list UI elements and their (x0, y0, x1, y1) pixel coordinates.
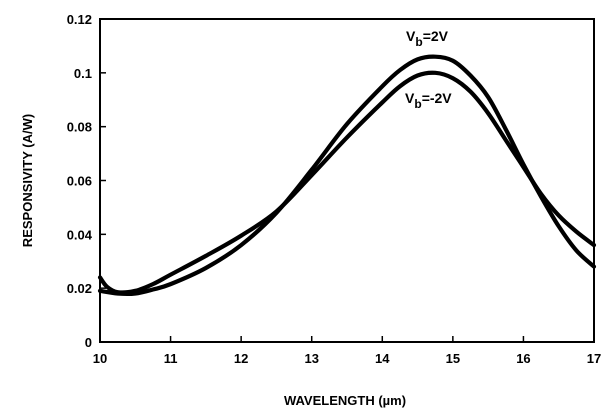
series-curve-vb-2v (97, 54, 597, 297)
plot-area-border (99, 18, 595, 343)
y-tick-label: 0.08 (67, 120, 92, 135)
x-tick-label: 15 (446, 351, 460, 366)
series-label-main: V (406, 28, 416, 44)
series-label-main: V (405, 90, 415, 106)
x-tick-label: 12 (234, 351, 248, 366)
series-curves (97, 54, 597, 297)
series-label-rest: =2V (423, 28, 449, 44)
y-tick-label: 0 (85, 335, 92, 350)
y-axis-ticks: 0 0.02 0.04 0.06 0.08 0.1 0.12 (67, 12, 106, 350)
series-curve-vb-minus-2v (97, 70, 597, 295)
series-label-vb-minus-2v: Vb=-2V (405, 90, 452, 111)
x-axis-ticks: 10 11 12 13 14 15 16 17 (93, 336, 601, 366)
x-tick-label: 13 (304, 351, 318, 366)
series-label-vb-2v: Vb=2V (406, 28, 449, 49)
y-tick-label: 0.02 (67, 281, 92, 296)
x-tick-label: 17 (587, 351, 601, 366)
plot-frame (99, 18, 595, 343)
y-axis-title: RESPONSIVITY (A/W) (20, 114, 35, 247)
series-label-rest: =-2V (422, 90, 453, 106)
x-tick-label: 14 (375, 351, 390, 366)
y-tick-label: 0.06 (67, 174, 92, 189)
x-axis-title: WAVELENGTH (µm) (284, 393, 406, 408)
y-tick-label: 0.04 (67, 227, 93, 242)
x-tick-label: 16 (516, 351, 530, 366)
y-tick-label: 0.1 (74, 66, 92, 81)
x-tick-label: 10 (93, 351, 107, 366)
series-label-subscript: b (414, 97, 421, 111)
series-label-subscript: b (415, 35, 422, 49)
x-tick-label: 11 (164, 351, 178, 366)
y-tick-label: 0.12 (67, 12, 92, 27)
